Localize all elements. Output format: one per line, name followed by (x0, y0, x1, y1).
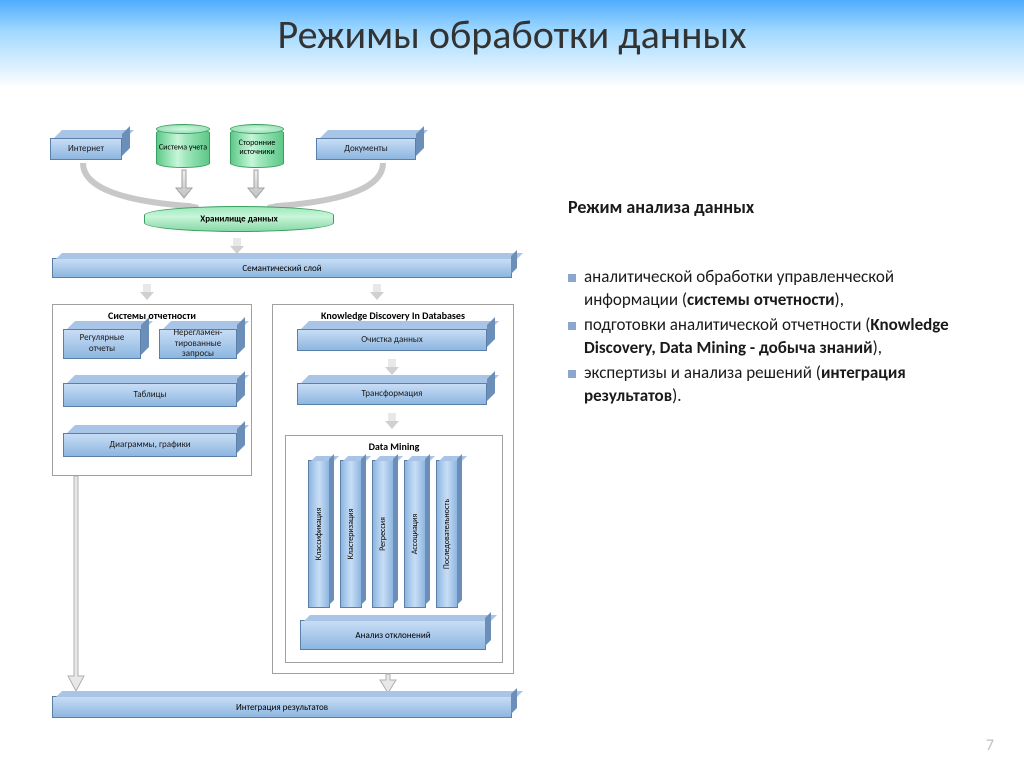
slide-number: 7 (986, 736, 994, 755)
bullet-1: аналитической обработки управленческой и… (568, 266, 968, 312)
arrows-down-integration (48, 476, 548, 698)
integration-results: Интеграция результатов (52, 696, 512, 718)
source-documents: Документы (316, 138, 416, 160)
arrow-semantic-reporting (140, 292, 154, 300)
bullet-2: подготовки аналитической отчетности (Kno… (568, 314, 968, 360)
text-content: Режим анализа данных аналитической обраб… (568, 196, 968, 410)
architecture-diagram: Интернет Система учета Сторонние источни… (48, 128, 548, 748)
text-heading: Режим анализа данных (568, 196, 968, 218)
bullet-3: экспертизы и анализа решений (интеграция… (568, 362, 968, 408)
arrow-semantic-kdd (370, 292, 384, 300)
slide-title: Режимы обработки данных (0, 10, 1024, 59)
semantic-layer: Семантический слой (52, 258, 512, 278)
data-warehouse: Хранилище данных (144, 206, 334, 232)
source-internet: Интернет (50, 138, 122, 160)
reporting-panel: Системы отчетности Регулярные отчеты Нер… (52, 304, 252, 476)
